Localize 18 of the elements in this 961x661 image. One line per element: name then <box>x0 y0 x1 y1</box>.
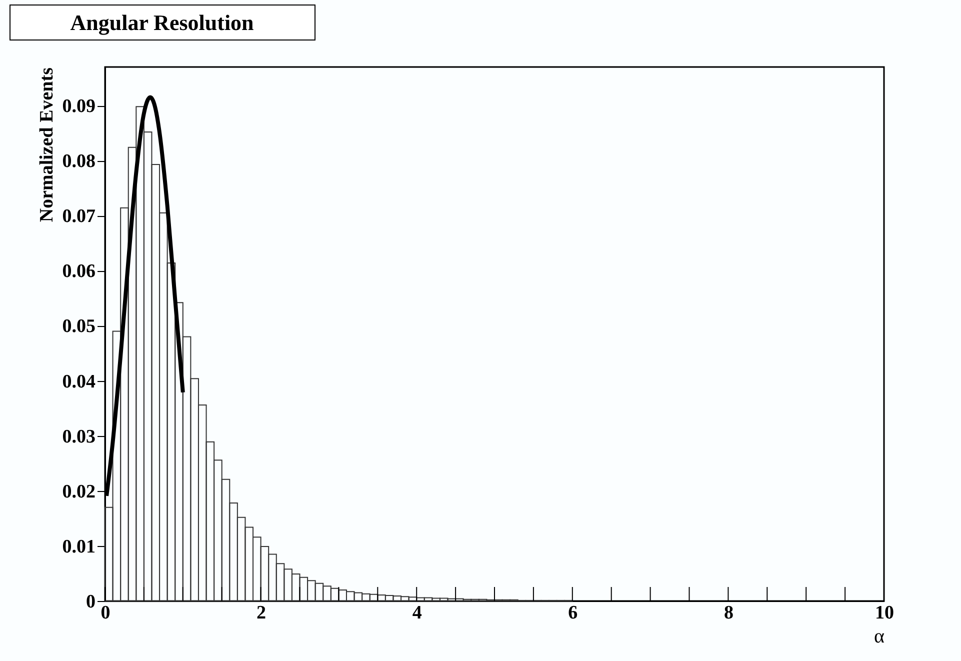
x-tick-label: 10 <box>875 602 894 624</box>
x-tick-label: 0 <box>100 602 110 624</box>
x-tick-label: 8 <box>724 602 734 624</box>
x-tick-label: 6 <box>568 602 578 624</box>
chart-title: Angular Resolution <box>70 10 254 35</box>
y-tick-label: 0.07 <box>62 206 96 228</box>
x-axis-title: α <box>874 626 886 648</box>
y-tick-label: 0.09 <box>62 96 96 118</box>
y-tick-label: 0.01 <box>62 536 96 558</box>
y-tick-label: 0.03 <box>62 426 96 448</box>
y-tick-label: 0.04 <box>62 371 96 392</box>
y-tick-label: 0.08 <box>62 151 96 172</box>
y-tick-label: 0.05 <box>62 316 96 338</box>
x-tick-label: 2 <box>256 602 266 624</box>
y-tick-label: 0.02 <box>62 481 96 502</box>
y-axis-title: Normalized Events <box>36 68 58 222</box>
x-tick-label: 4 <box>412 602 422 624</box>
y-tick-label: 0.06 <box>62 261 96 282</box>
